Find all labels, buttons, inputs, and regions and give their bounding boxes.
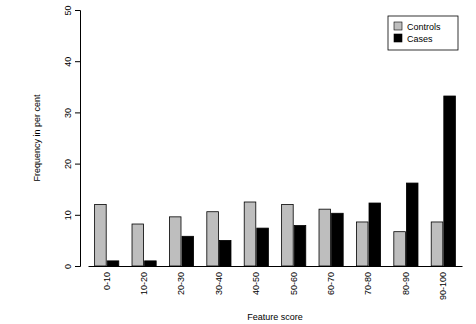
y-axis: 0 10 20 30 40 50 — [63, 5, 81, 269]
x-tick: 30-40 — [214, 266, 224, 295]
x-tick: 90-100 — [438, 266, 448, 300]
chart: 0 10 20 30 40 50 0-10 10-20 20-30 30-40 40-50 50-60… — [0, 0, 476, 324]
bar — [257, 228, 269, 266]
x-tick: 0-10 — [102, 266, 112, 290]
x-tick-label: 70-80 — [363, 272, 373, 295]
y-tick-mark — [75, 215, 80, 216]
legend-swatch — [394, 22, 402, 30]
y-tick-label: 40 — [63, 57, 73, 67]
y-tick-mark — [75, 61, 80, 62]
bars — [95, 96, 456, 266]
y-tick-mark — [75, 112, 80, 113]
y-axis-title: Frequency in per cent — [32, 94, 42, 182]
legend-label: Cases — [407, 34, 433, 44]
legend-label: Controls — [407, 22, 441, 32]
bar — [182, 236, 194, 266]
bar — [145, 261, 157, 266]
x-tick-label: 10-20 — [139, 272, 149, 295]
x-tick-label: 80-90 — [401, 272, 411, 295]
bar — [107, 261, 119, 266]
legend-item: Controls — [394, 22, 441, 32]
bar — [319, 209, 331, 266]
x-tick-label: 30-40 — [214, 272, 224, 295]
legend-box — [388, 16, 458, 50]
y-tick-label: 20 — [63, 159, 73, 169]
x-tick-label: 90-100 — [438, 272, 448, 300]
bar — [95, 205, 107, 266]
plot: 0 10 20 30 40 50 0-10 10-20 20-30 30-40 40-50 50-60… — [63, 5, 463, 300]
y-tick-label: 30 — [63, 108, 73, 118]
bar — [369, 203, 381, 266]
bar — [169, 217, 181, 266]
x-tick: 40-50 — [251, 266, 261, 295]
legend-item: Cases — [394, 34, 433, 44]
x-axis: 0-10 10-20 20-30 30-40 40-50 50-60 60-70 70-80 8… — [89, 266, 463, 300]
x-tick: 50-60 — [289, 266, 299, 295]
bar — [444, 96, 456, 266]
x-tick: 60-70 — [326, 266, 336, 295]
bar — [132, 224, 144, 266]
y-tick: 30 — [63, 108, 80, 118]
bar — [207, 212, 219, 266]
x-tick-label: 0-10 — [102, 272, 112, 290]
y-tick: 50 — [63, 5, 80, 15]
y-tick-mark — [75, 10, 80, 11]
x-axis-title: Feature score — [247, 312, 303, 322]
legend: Controls Cases — [388, 16, 458, 50]
bar — [356, 222, 368, 266]
bar — [332, 213, 344, 266]
y-tick-mark — [75, 266, 80, 267]
x-tick: 20-30 — [176, 266, 186, 295]
bar — [431, 222, 443, 266]
bar — [406, 183, 418, 266]
x-tick-label: 20-30 — [176, 272, 186, 295]
bar — [282, 205, 294, 266]
x-tick: 10-20 — [139, 266, 149, 295]
x-tick-label: 60-70 — [326, 272, 336, 295]
y-tick: 20 — [63, 159, 80, 169]
bar — [244, 202, 256, 266]
x-tick-label: 50-60 — [289, 272, 299, 295]
x-tick: 80-90 — [401, 266, 411, 295]
bar — [294, 226, 306, 266]
y-tick: 40 — [63, 57, 80, 67]
bar — [394, 232, 406, 266]
y-axis-line — [75, 11, 81, 267]
legend-swatch — [394, 34, 402, 42]
x-tick: 70-80 — [363, 266, 373, 295]
y-tick: 0 — [63, 264, 80, 269]
y-tick-label: 0 — [63, 264, 73, 269]
bar — [219, 240, 231, 266]
y-tick-label: 50 — [63, 5, 73, 15]
y-tick-label: 10 — [63, 210, 73, 220]
x-axis-line — [89, 266, 463, 267]
y-tick-mark — [75, 164, 80, 165]
y-tick: 10 — [63, 210, 80, 220]
x-tick-label: 40-50 — [251, 272, 261, 295]
